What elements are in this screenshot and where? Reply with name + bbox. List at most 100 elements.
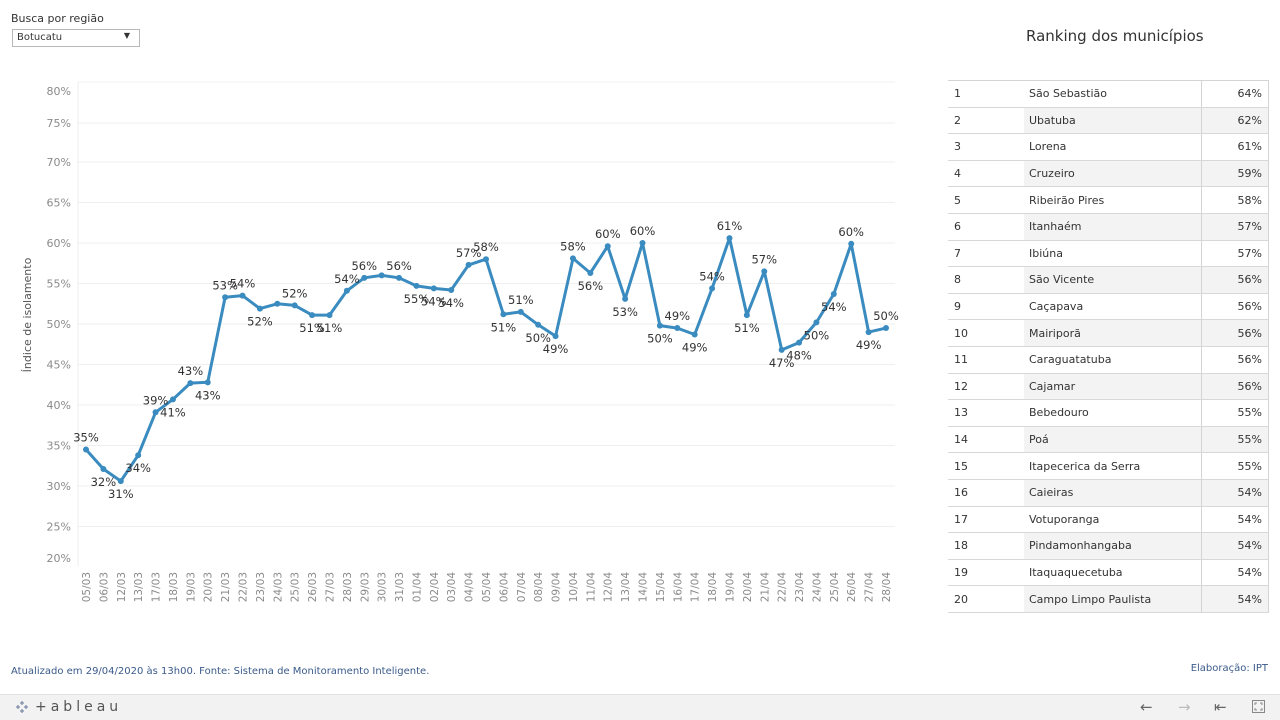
data-point[interactable] <box>500 311 507 318</box>
data-point[interactable] <box>761 268 768 275</box>
x-tick-label: 22/04 <box>777 572 789 603</box>
undo-icon[interactable]: ← <box>1140 698 1153 716</box>
data-point[interactable] <box>656 322 663 329</box>
x-tick-label: 24/03 <box>272 572 284 602</box>
x-tick-label: 18/04 <box>707 572 719 603</box>
data-point[interactable] <box>743 312 750 319</box>
redo-icon[interactable]: → <box>1178 698 1191 716</box>
data-point[interactable] <box>239 292 246 299</box>
isolation-percent: 56% <box>1201 266 1269 294</box>
x-tick-label: 11/04 <box>585 572 597 603</box>
data-point[interactable] <box>778 346 785 353</box>
data-point[interactable] <box>691 331 698 338</box>
data-point[interactable] <box>883 325 889 332</box>
ranking-row: 15 Itapecerica da Serra 55% <box>948 452 1269 480</box>
data-point[interactable] <box>483 256 489 263</box>
municipality-name: Itaquaquecetuba <box>1024 559 1202 587</box>
rank-position: 19 <box>948 559 1024 587</box>
data-point[interactable] <box>100 465 107 472</box>
data-point[interactable] <box>274 300 281 307</box>
data-point[interactable] <box>187 380 194 387</box>
municipality-name: Bebedouro <box>1024 399 1202 427</box>
x-tick-label: 10/04 <box>568 572 580 603</box>
data-point[interactable] <box>83 446 89 453</box>
data-point[interactable] <box>430 285 437 292</box>
data-point[interactable] <box>256 305 263 312</box>
x-tick-label: 26/04 <box>846 572 858 603</box>
data-point[interactable] <box>639 240 646 246</box>
data-point[interactable] <box>865 329 872 336</box>
data-point[interactable] <box>830 291 837 298</box>
data-label: 50% <box>525 331 551 345</box>
data-point[interactable] <box>135 452 142 459</box>
isolation-percent: 59% <box>1201 160 1269 188</box>
data-label: 57% <box>751 252 777 266</box>
ranking-row: 13 Bebedouro 55% <box>948 399 1269 427</box>
data-label: 58% <box>560 239 586 253</box>
municipality-name: Votuporanga <box>1024 506 1202 534</box>
isolation-percent: 62% <box>1201 107 1269 135</box>
region-dropdown[interactable]: Botucatu ▼ <box>12 29 140 47</box>
x-tick-label: 08/04 <box>533 572 545 603</box>
data-point[interactable] <box>674 325 681 332</box>
ranking-row: 3 Lorena 61% <box>948 133 1269 161</box>
x-tick-label: 05/04 <box>481 572 493 603</box>
data-point[interactable] <box>569 255 576 262</box>
isolation-percent: 56% <box>1201 373 1269 401</box>
x-tick-label: 15/04 <box>655 572 667 603</box>
data-point[interactable] <box>535 321 542 328</box>
data-label: 51% <box>508 293 534 307</box>
data-point[interactable] <box>343 287 350 294</box>
data-point[interactable] <box>552 333 559 340</box>
x-tick-label: 21/04 <box>759 572 771 603</box>
data-label: 54% <box>421 294 447 308</box>
revert-icon[interactable]: ⇤ <box>1214 698 1227 716</box>
data-label: 50% <box>647 332 673 346</box>
x-axis: 05/03 06/03 12/03 13/03 17/03 18/03 19/03 20/03… <box>81 572 893 603</box>
data-point[interactable] <box>587 269 594 276</box>
data-point[interactable] <box>448 286 455 293</box>
data-point[interactable] <box>169 396 176 403</box>
tableau-logo[interactable]: +ableau <box>14 699 122 715</box>
municipality-name: Caraguatatuba <box>1024 346 1202 374</box>
data-point[interactable] <box>326 312 333 319</box>
data-point[interactable] <box>848 240 855 247</box>
x-tick-label: 13/04 <box>620 572 632 603</box>
ranking-row: 20 Campo Limpo Paulista 54% <box>948 585 1269 613</box>
data-point[interactable] <box>117 478 124 485</box>
y-tick-label: 70% <box>47 156 71 169</box>
data-point[interactable] <box>361 274 368 281</box>
data-point[interactable] <box>726 235 733 242</box>
x-tick-label: 19/04 <box>724 572 736 603</box>
y-tick-label: 55% <box>47 278 71 291</box>
x-tick-label: 28/04 <box>881 572 893 603</box>
data-point[interactable] <box>222 294 229 301</box>
rank-position: 10 <box>948 319 1024 347</box>
data-point[interactable] <box>152 409 159 416</box>
rank-position: 8 <box>948 266 1024 294</box>
data-point[interactable] <box>413 282 420 289</box>
data-point[interactable] <box>396 274 403 281</box>
rank-position: 13 <box>948 399 1024 427</box>
data-point[interactable] <box>378 272 385 279</box>
data-point[interactable] <box>309 312 316 319</box>
data-point[interactable] <box>813 319 820 326</box>
rank-position: 12 <box>948 373 1024 401</box>
ranking-row: 11 Caraguatatuba 56% <box>948 346 1269 374</box>
data-point[interactable] <box>622 295 629 302</box>
fullscreen-icon[interactable] <box>1252 699 1265 717</box>
x-tick-label: 25/03 <box>290 572 302 602</box>
data-point[interactable] <box>709 285 716 292</box>
ranking-row: 2 Ubatuba 62% <box>948 107 1269 135</box>
y-tick-label: 35% <box>47 440 71 453</box>
data-point[interactable] <box>204 379 211 386</box>
data-label: 49% <box>682 341 708 355</box>
isolation-percent: 54% <box>1201 559 1269 587</box>
data-point[interactable] <box>291 302 298 309</box>
x-tick-label: 09/04 <box>551 572 563 603</box>
rank-position: 7 <box>948 240 1024 268</box>
data-point[interactable] <box>465 261 472 268</box>
data-point[interactable] <box>604 243 611 250</box>
data-point[interactable] <box>796 339 803 346</box>
data-point[interactable] <box>517 308 524 315</box>
